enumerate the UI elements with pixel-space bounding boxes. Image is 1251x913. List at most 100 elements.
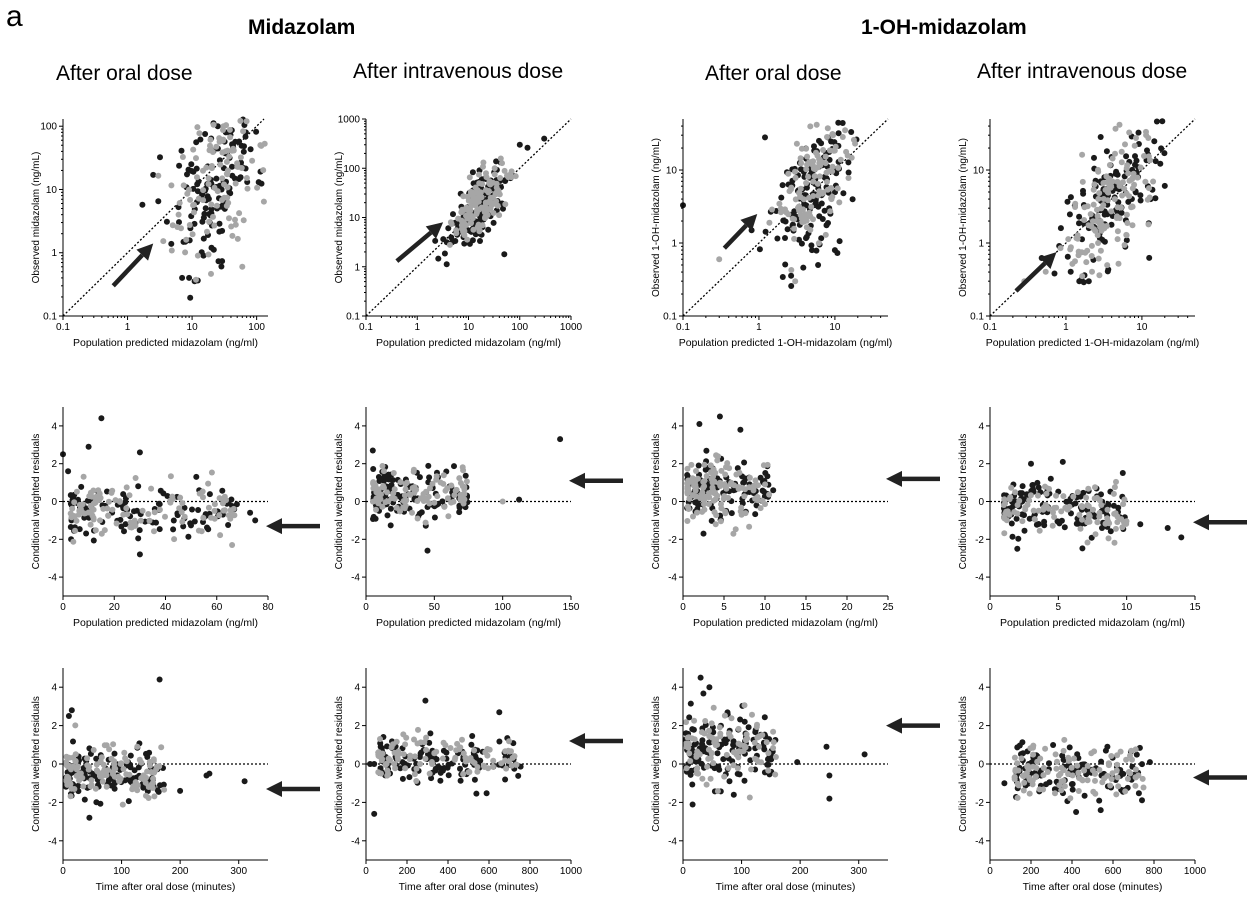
data-point <box>1094 519 1101 526</box>
data-point <box>73 517 80 524</box>
data-point <box>491 165 498 172</box>
data-point <box>1040 765 1047 771</box>
data-point <box>1057 225 1064 232</box>
data-point <box>479 181 486 187</box>
data-point <box>1020 787 1027 794</box>
y-tick-label: 0 <box>354 760 360 771</box>
y-tick-label: -2 <box>351 798 360 809</box>
data-point <box>1049 522 1056 529</box>
data-point <box>717 730 724 737</box>
x-tick-label: 10 <box>829 322 841 333</box>
data-point <box>502 201 509 208</box>
annotation-arrow <box>266 780 320 797</box>
data-point <box>690 726 697 733</box>
data-point <box>1076 220 1082 227</box>
data-point <box>1042 268 1049 275</box>
data-point <box>1137 197 1144 204</box>
data-point <box>1111 510 1118 517</box>
data-point <box>106 746 113 753</box>
data-point <box>1120 501 1127 508</box>
data-point <box>445 772 452 779</box>
data-point <box>1094 213 1101 219</box>
data-point <box>1114 761 1121 768</box>
data-point <box>230 145 237 152</box>
data-point <box>87 521 94 528</box>
data-point <box>1035 521 1042 527</box>
data-point <box>221 507 228 514</box>
data-point <box>139 201 146 208</box>
data-point <box>1081 792 1088 799</box>
data-point <box>1065 236 1072 243</box>
data-point <box>1161 150 1168 157</box>
data-point <box>703 447 710 454</box>
data-point <box>232 180 239 187</box>
data-point <box>422 519 429 526</box>
y-tick-label: 2 <box>354 721 360 732</box>
data-point <box>1150 178 1157 185</box>
data-point <box>815 262 822 268</box>
data-point <box>71 786 78 792</box>
data-point <box>1131 142 1138 149</box>
data-point <box>237 154 244 161</box>
x-tick-label: 1000 <box>1184 866 1207 877</box>
data-point <box>1125 170 1132 177</box>
x-tick-label: 1 <box>125 322 131 333</box>
x-tick-label: 0 <box>680 866 686 877</box>
column-title-3: After oral dose <box>705 62 842 85</box>
data-point <box>470 226 477 233</box>
data-point <box>812 166 819 173</box>
data-point <box>741 493 748 500</box>
data-point <box>825 168 832 175</box>
data-point <box>401 492 408 499</box>
data-point <box>84 755 90 762</box>
data-point <box>1008 484 1015 491</box>
data-point <box>1096 497 1103 504</box>
data-point <box>425 462 432 469</box>
data-point <box>101 767 108 773</box>
data-point <box>759 732 766 738</box>
data-point <box>1114 236 1121 243</box>
data-point <box>227 507 234 514</box>
data-point <box>1097 247 1104 254</box>
data-point <box>800 218 807 225</box>
data-point <box>700 690 707 697</box>
x-tick-label: 100 <box>733 866 750 877</box>
x-axis-label: Population predicted midazolam (ng/ml) <box>1000 617 1185 629</box>
data-point <box>815 203 822 210</box>
x-tick-label: 0 <box>987 602 993 613</box>
data-point <box>1052 751 1059 758</box>
data-point <box>467 188 474 195</box>
data-point <box>837 156 844 163</box>
data-point <box>71 499 78 506</box>
data-point <box>97 800 104 807</box>
data-point <box>367 761 374 767</box>
data-point <box>714 750 721 757</box>
data-point <box>1030 751 1037 758</box>
data-point <box>402 481 409 488</box>
data-point <box>445 513 452 520</box>
data-point <box>260 198 267 205</box>
data-point <box>471 776 478 783</box>
data-point <box>400 751 407 758</box>
data-point <box>153 519 159 526</box>
points-group <box>1001 736 1153 815</box>
data-point <box>429 761 436 767</box>
data-point <box>803 235 809 242</box>
data-point <box>63 753 70 760</box>
data-point <box>458 222 465 229</box>
data-point <box>1061 736 1068 743</box>
data-point <box>222 148 229 155</box>
data-point <box>205 480 212 487</box>
data-point <box>443 261 450 268</box>
data-point <box>1144 147 1150 154</box>
points-group <box>429 135 548 268</box>
data-point <box>125 798 132 805</box>
data-point <box>1061 524 1068 531</box>
data-point <box>1060 767 1067 774</box>
data-point <box>757 474 764 481</box>
data-point <box>756 246 763 253</box>
data-point <box>88 781 95 788</box>
data-point <box>698 760 705 767</box>
data-point <box>701 730 708 737</box>
